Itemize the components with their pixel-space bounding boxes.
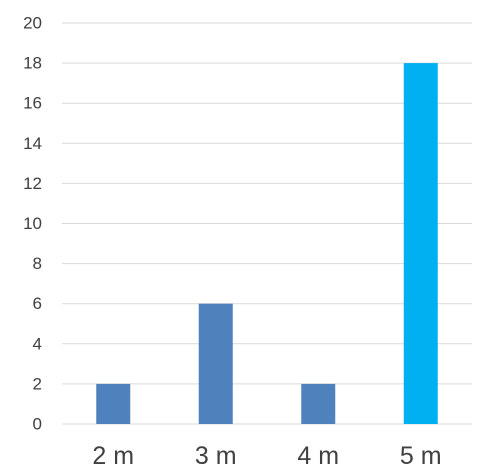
y-tick-label: 14: [23, 134, 42, 153]
y-tick-label: 10: [23, 214, 42, 233]
gridlines: [62, 22, 472, 425]
y-tick-label: 16: [23, 94, 42, 113]
x-axis-ticks: 2 m 3 m 4 m 5 m: [92, 442, 441, 470]
bar-2m: [96, 383, 131, 424]
y-tick-label: 12: [23, 174, 42, 193]
y-axis-ticks: 0 2 4 6 8 10 12 14 16 18 20: [23, 14, 42, 434]
bar-4m: [301, 383, 336, 424]
x-tick-label: 2 m: [92, 442, 134, 470]
x-tick-label: 4 m: [297, 442, 339, 470]
bars: [96, 63, 438, 424]
y-tick-label: 8: [33, 254, 42, 273]
bar-3m: [198, 303, 233, 424]
y-tick-label: 6: [33, 294, 42, 313]
x-tick-label: 3 m: [195, 442, 237, 470]
y-tick-label: 0: [33, 415, 42, 434]
x-tick-label: 5 m: [400, 442, 442, 470]
y-tick-label: 18: [23, 54, 42, 73]
bar-5m: [403, 63, 438, 424]
y-tick-label: 2: [33, 374, 42, 393]
y-tick-label: 20: [23, 14, 42, 33]
y-tick-label: 4: [33, 334, 42, 353]
